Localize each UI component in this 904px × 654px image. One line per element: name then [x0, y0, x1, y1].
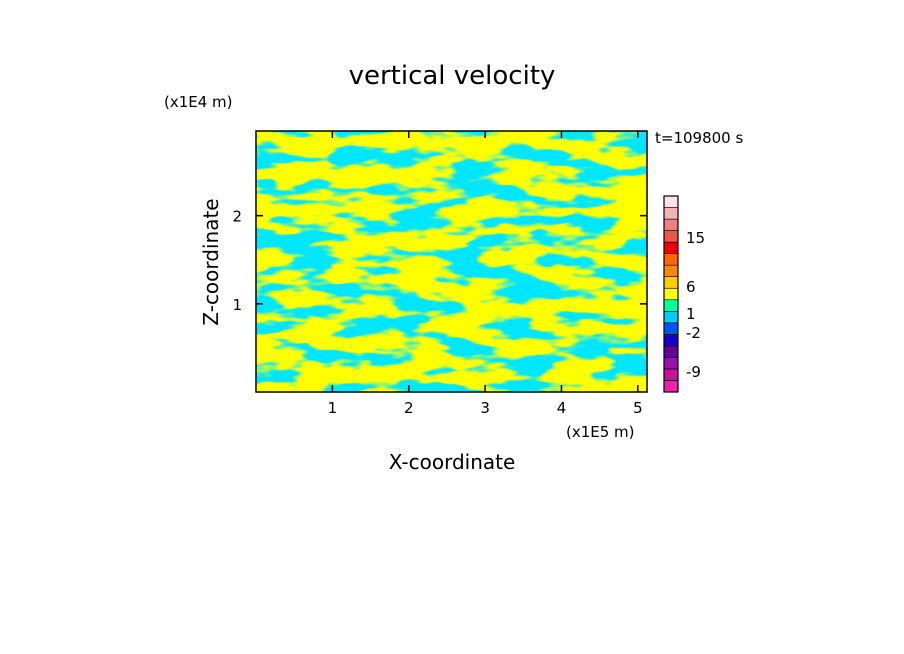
colorbar-swatch	[663, 380, 679, 393]
colorbar-swatch	[663, 241, 679, 254]
plot-frame	[255, 130, 648, 393]
y-axis-title: Z-coordinate	[199, 198, 223, 325]
time-label: t=109800 s	[655, 129, 743, 147]
colorbar-label: 15	[686, 229, 705, 247]
x-tick-label: 3	[480, 399, 490, 417]
x-unit-label: (x1E5 m)	[566, 423, 635, 441]
colorbar-swatch	[663, 207, 679, 220]
colorbar-label: -9	[686, 363, 701, 381]
colorbar-swatch	[663, 218, 679, 231]
colorbar-swatch	[663, 357, 679, 370]
plot-area	[256, 131, 647, 392]
negative-velocity-field	[256, 131, 647, 392]
y-unit-label: (x1E4 m)	[164, 93, 233, 111]
colorbar-swatch	[663, 276, 679, 289]
x-tick-label: 5	[633, 399, 643, 417]
colorbar-swatch	[663, 368, 679, 381]
colorbar-swatch	[663, 299, 679, 312]
colorbar-swatch	[663, 287, 679, 301]
colorbar-swatch	[663, 322, 679, 335]
colorbar-swatch	[663, 230, 679, 243]
x-axis: 1 2 3 4 5	[328, 131, 643, 417]
colorbar-swatch	[663, 253, 679, 266]
colorbar-swatch	[663, 264, 679, 278]
x-axis-title: X-coordinate	[389, 450, 516, 474]
y-tick-label: 2	[232, 208, 242, 226]
colorbar-swatch	[663, 195, 679, 208]
colorbar-swatch	[663, 310, 679, 324]
colorbar-swatch	[663, 345, 679, 358]
x-tick-label: 1	[328, 399, 338, 417]
colorbar-label: 6	[686, 278, 696, 296]
colorbar: 15 6 1-2 -9	[663, 195, 705, 393]
x-tick-label: 2	[404, 399, 414, 417]
x-tick-label: 4	[557, 399, 567, 417]
y-tick-label: 1	[232, 296, 242, 314]
colorbar-label: -2	[686, 324, 701, 342]
colorbar-swatch	[663, 334, 679, 347]
chart-title: vertical velocity	[349, 61, 556, 91]
y-axis: 12	[232, 208, 647, 314]
colorbar-frame	[663, 195, 679, 393]
colorbar-label: 1	[686, 305, 696, 323]
